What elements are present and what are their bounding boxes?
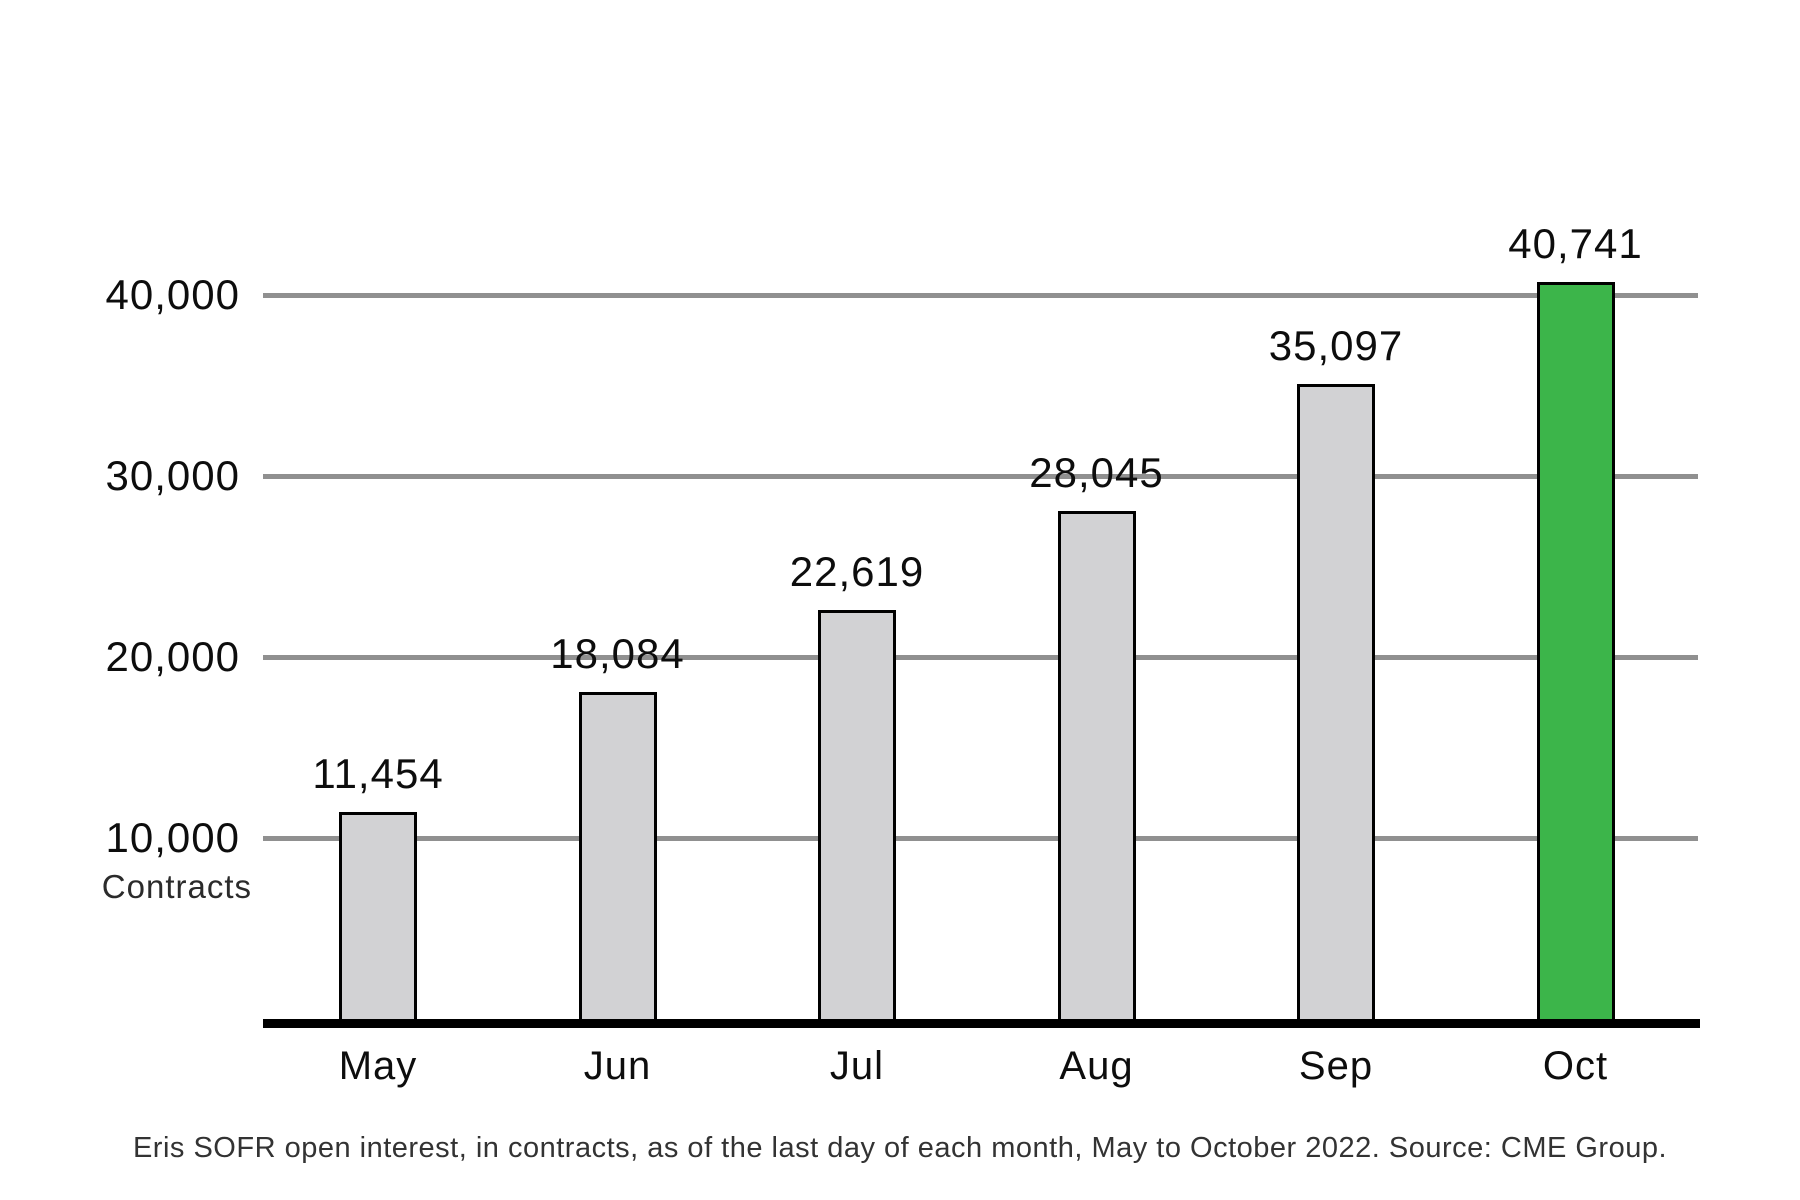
y-tick-label: 10,000 xyxy=(105,814,240,861)
bar-value-label: 18,084 xyxy=(550,630,685,677)
y-tick-label: 40,000 xyxy=(105,271,240,318)
x-tick-label-aug: Aug xyxy=(1059,1044,1134,1088)
y-tick-label: 30,000 xyxy=(105,452,240,499)
bar-oct xyxy=(1536,282,1615,1019)
gridline xyxy=(263,473,1698,479)
bar-value-label: 28,045 xyxy=(1029,449,1164,496)
gridline xyxy=(263,835,1698,841)
bar-may xyxy=(339,812,417,1019)
x-tick-label-oct: Oct xyxy=(1542,1044,1609,1088)
x-tick-label-may: May xyxy=(338,1044,418,1088)
bar-value-label: 11,454 xyxy=(312,750,444,797)
x-axis-line xyxy=(263,1019,1700,1028)
bar-aug xyxy=(1057,511,1136,1019)
x-tick-label-sep: Sep xyxy=(1298,1044,1374,1088)
bar-sep xyxy=(1297,384,1375,1019)
bar-jun xyxy=(578,692,657,1019)
x-tick-label-jul: Jul xyxy=(829,1044,885,1088)
bar-value-label: 40,741 xyxy=(1508,220,1643,267)
y-tick-label: 20,000 xyxy=(105,633,240,680)
chart-caption: Eris SOFR open interest, in contracts, a… xyxy=(132,1132,1668,1164)
bar-value-label: 35,097 xyxy=(1268,322,1404,369)
bar-jul xyxy=(818,610,896,1019)
y-axis-unit-label: Contracts xyxy=(101,868,252,905)
gridline xyxy=(263,292,1698,298)
bar-value-label: 22,619 xyxy=(789,548,925,595)
plot-area xyxy=(263,0,1700,1019)
x-tick-label-jun: Jun xyxy=(583,1044,652,1088)
gridline xyxy=(263,654,1698,660)
